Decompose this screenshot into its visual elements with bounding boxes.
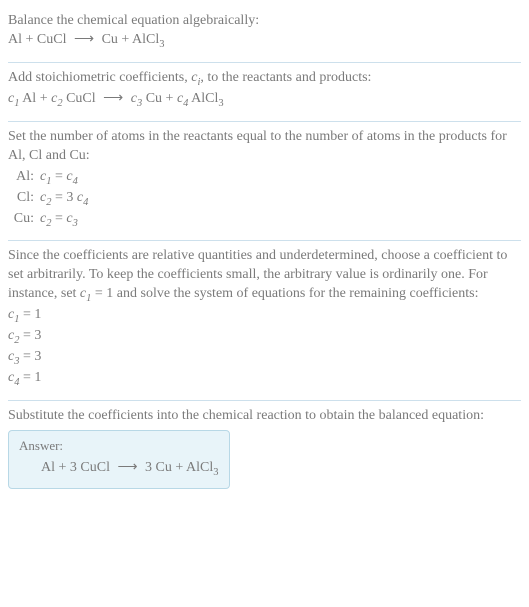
coefficient-value: c4 = 1	[8, 369, 521, 390]
coefficient-values: c1 = 1c2 = 3c3 = 3c4 = 1	[8, 306, 521, 390]
species-cucl: CuCl	[37, 32, 67, 47]
reaction-arrow: ⟶	[70, 31, 98, 50]
atom-balance-table: Al:c1 = c4Cl:c2 = 3 c4Cu:c2 = c3	[8, 168, 94, 231]
unbalanced-equation: Al + CuCl ⟶ Cu + AlCl3	[8, 31, 521, 52]
atom-row: Cu:c2 = c3	[8, 210, 94, 231]
intro-text: Balance the chemical equation algebraica…	[8, 12, 521, 31]
species-cu: Cu	[102, 32, 118, 47]
solve-intro: Since the coefficients are relative quan…	[8, 247, 521, 306]
atom-balance-intro: Set the number of atoms in the reactants…	[8, 128, 521, 166]
section-balance-intro: Balance the chemical equation algebraica…	[8, 6, 521, 62]
coefficient-value: c3 = 3	[8, 348, 521, 369]
coeff-equation: c1 Al + c2 CuCl ⟶ c3 Cu + c4 AlCl3	[8, 90, 521, 111]
coeff-intro: Add stoichiometric coefficients, ci, to …	[8, 69, 521, 90]
element-label: Al:	[8, 168, 40, 189]
coefficient-value: c1 = 1	[8, 306, 521, 327]
atom-row: Al:c1 = c4	[8, 168, 94, 189]
answer-label: Answer:	[19, 437, 219, 455]
atom-equation: c2 = 3 c4	[40, 189, 94, 210]
balanced-equation: Al + 3 CuCl ⟶ 3 Cu + AlCl3	[19, 459, 219, 480]
element-label: Cl:	[8, 189, 40, 210]
section-atom-balance: Set the number of atoms in the reactants…	[8, 122, 521, 241]
species-alcl3: AlCl3	[132, 32, 164, 47]
section-solve-coeffs: Since the coefficients are relative quan…	[8, 241, 521, 400]
atom-row: Cl:c2 = 3 c4	[8, 189, 94, 210]
section-add-coefficients: Add stoichiometric coefficients, ci, to …	[8, 63, 521, 121]
atom-equation: c1 = c4	[40, 168, 94, 189]
reaction-arrow: ⟶	[99, 90, 127, 109]
answer-box: Answer: Al + 3 CuCl ⟶ 3 Cu + AlCl3	[8, 430, 230, 489]
answer-intro: Substitute the coefficients into the che…	[8, 407, 521, 426]
species-al: Al	[8, 32, 22, 47]
reaction-arrow: ⟶	[113, 459, 141, 478]
atom-equation: c2 = c3	[40, 210, 94, 231]
element-label: Cu:	[8, 210, 40, 231]
coefficient-value: c2 = 3	[8, 327, 521, 348]
section-answer: Substitute the coefficients into the che…	[8, 401, 521, 498]
